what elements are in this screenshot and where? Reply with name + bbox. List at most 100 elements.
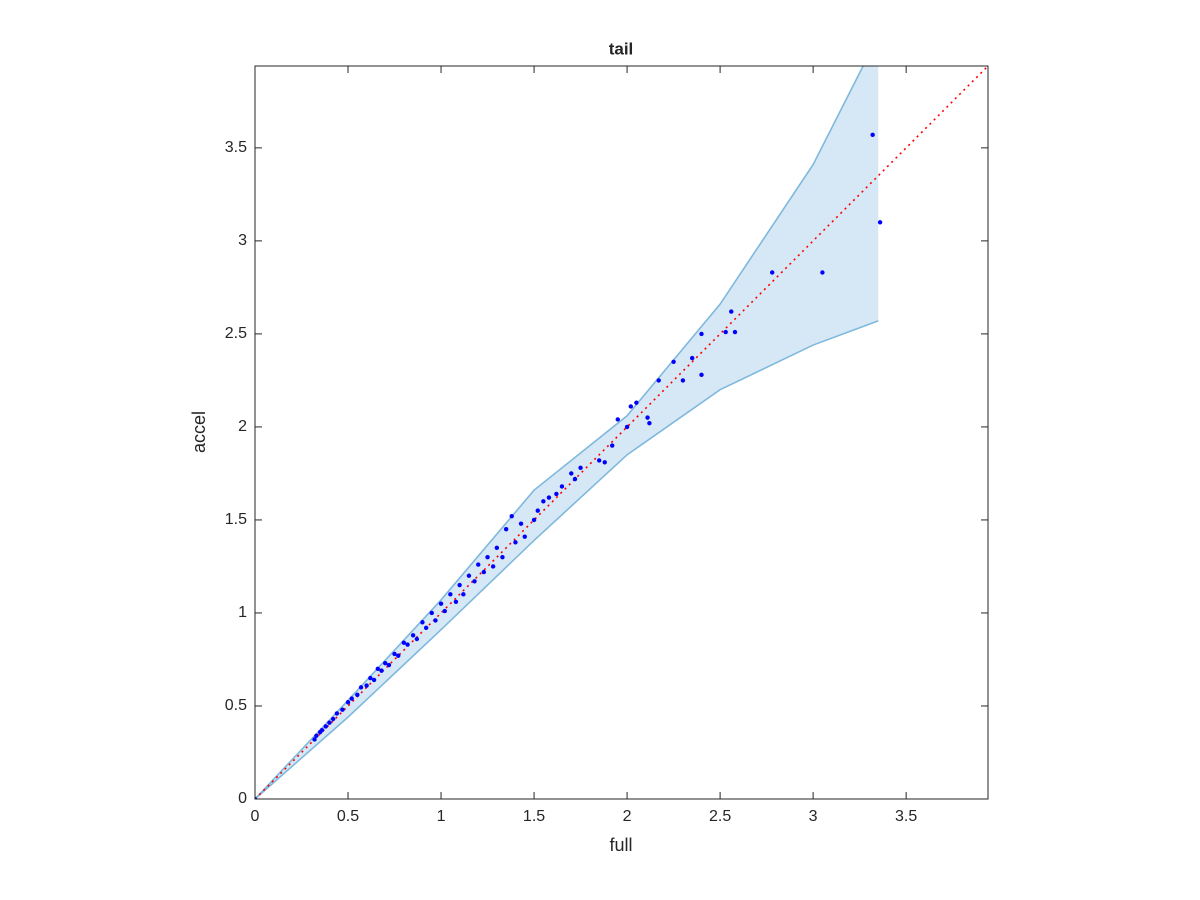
data-point (414, 636, 420, 642)
data-point (572, 476, 578, 482)
data-point (368, 675, 373, 681)
data-point (634, 400, 639, 405)
data-point (518, 521, 524, 526)
data-point (645, 415, 650, 420)
y-tick-label: 3 (238, 232, 247, 249)
data-point (466, 573, 472, 578)
data-point (386, 662, 392, 668)
data-point (490, 564, 496, 569)
y-tick-label: 2.5 (225, 325, 247, 342)
data-point (554, 491, 559, 497)
y-tick-label: 0.5 (225, 697, 247, 714)
data-point (609, 443, 615, 448)
data-point (503, 527, 509, 532)
data-point (423, 625, 429, 631)
data-point (723, 329, 728, 335)
band-upper-line (255, 66, 865, 799)
y-tick-label: 1.5 (225, 511, 247, 528)
data-point (485, 554, 490, 560)
data-point (500, 554, 505, 560)
data-point (541, 499, 546, 504)
data-point (522, 534, 527, 539)
data-point (494, 545, 500, 551)
data-point (330, 716, 336, 722)
data-point (699, 372, 704, 378)
data-point (671, 359, 676, 365)
x-tick-label: 1 (437, 808, 446, 825)
y-axis-label: accel (189, 411, 209, 453)
data-point (596, 458, 602, 463)
data-point (461, 592, 466, 597)
data-point (602, 460, 607, 465)
data-point (375, 666, 380, 671)
data-point (358, 685, 364, 690)
data-point (364, 683, 369, 688)
data-point (877, 220, 883, 225)
data-point (334, 711, 340, 716)
data-point (870, 132, 875, 138)
x-tick-label: 2.5 (709, 808, 731, 825)
data-point (371, 677, 377, 683)
x-tick-label: 2 (623, 808, 632, 825)
x-tick-label: 3 (809, 808, 818, 825)
data-point (340, 707, 345, 712)
data-point (319, 727, 325, 733)
data-point (578, 465, 583, 471)
band-lower-line (255, 320, 879, 799)
data-point (820, 270, 825, 275)
data-point (396, 653, 401, 658)
data-point (355, 692, 360, 698)
axes: 0 0.5 1 1.5 2 2.5 3 3.5 0 0.5 1 1.5 2 2.5 3 3.5 (225, 65, 989, 825)
data-point (453, 599, 459, 604)
data-point (433, 618, 438, 623)
data-point (481, 569, 487, 575)
data-point (559, 484, 565, 489)
data-point (624, 424, 630, 430)
data-point (729, 309, 734, 314)
x-tick-label: 0.5 (337, 808, 359, 825)
data-point (769, 270, 775, 275)
x-tick-label: 1.5 (523, 808, 545, 825)
data-point (255, 796, 258, 799)
data-point (392, 651, 397, 657)
data-point (546, 495, 552, 500)
y-tick-label: 1 (238, 604, 247, 621)
data-point (349, 696, 354, 701)
data-point (569, 471, 574, 476)
plot-area (255, 66, 988, 799)
data-point (405, 642, 410, 647)
chart-title: tail (609, 39, 634, 58)
data-point (472, 579, 477, 584)
data-point (699, 331, 704, 337)
data-point (327, 720, 332, 725)
data-point (383, 660, 388, 666)
data-point (615, 417, 620, 422)
data-point (323, 724, 328, 729)
data-point (476, 562, 481, 567)
data-point (509, 514, 514, 519)
data-point (345, 700, 351, 705)
axes-box (254, 65, 989, 800)
data-point (410, 633, 416, 638)
y-tick-label: 3.5 (225, 139, 247, 156)
data-point (628, 404, 634, 409)
data-point (535, 508, 540, 513)
data-point (457, 582, 462, 588)
data-point (429, 610, 434, 616)
data-point (379, 668, 384, 673)
data-point (656, 378, 661, 383)
data-point (689, 355, 695, 361)
data-point (531, 517, 537, 523)
data-point (448, 592, 453, 597)
x-tick-label: 0 (251, 808, 260, 825)
y-tick-label: 2 (238, 418, 247, 435)
data-point (312, 737, 317, 742)
data-point (314, 733, 319, 738)
data-point (420, 620, 425, 625)
data-point (438, 601, 444, 606)
data-point (732, 329, 738, 335)
data-point (513, 540, 518, 545)
y-tick-label: 0 (238, 790, 247, 807)
